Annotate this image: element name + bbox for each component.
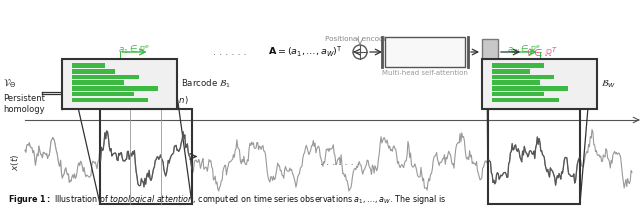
Bar	[385, 37, 465, 67]
Bar	[72, 86, 157, 91]
Text: Transformer
Encoder: Transformer Encoder	[400, 42, 451, 62]
Text: $a_W \in \mathbb{R}^e$: $a_W \in \mathbb{R}^e$	[508, 43, 541, 56]
Text: Positional encoding: Positional encoding	[325, 36, 395, 42]
Bar	[72, 80, 124, 85]
Text: $\mathcal{V}_\Theta$: $\mathcal{V}_\Theta$	[3, 77, 16, 90]
Bar	[72, 69, 115, 74]
Bar	[488, 109, 580, 204]
Text: $\mathbf{A} = (a_1, \ldots, a_W)^\mathrm{T}$: $\mathbf{A} = (a_1, \ldots, a_W)^\mathrm…	[268, 45, 343, 59]
Bar	[72, 75, 138, 79]
Text: $x(t)$: $x(t)$	[9, 153, 21, 171]
Text: $a_1 \in \mathbb{R}^e$: $a_1 \in \mathbb{R}^e$	[118, 43, 150, 56]
Bar	[100, 109, 192, 204]
Bar	[492, 80, 540, 85]
Text: $v \in \mathbb{R}^T$: $v \in \mathbb{R}^T$	[526, 45, 558, 59]
Text: Barcode $\mathcal{B}_1$: Barcode $\mathcal{B}_1$	[181, 78, 231, 90]
Bar	[492, 98, 559, 102]
Bar	[482, 59, 597, 109]
Bar	[492, 63, 544, 68]
Bar	[72, 63, 105, 68]
Bar	[482, 39, 498, 65]
Text: $\mathcal{B}_W$: $\mathcal{B}_W$	[601, 78, 616, 90]
Text: . . . . . .: . . . . . .	[213, 47, 247, 57]
Bar	[62, 59, 177, 109]
Bar	[72, 92, 134, 96]
Text: $\mathbf{Figure\ 1:}$ Illustration of $\mathit{topological\ attention}$, compute: $\mathbf{Figure\ 1:}$ Illustration of $\…	[8, 193, 446, 206]
Text: Window$_W$ (length $n$): Window$_W$ (length $n$)	[491, 94, 577, 107]
Bar	[492, 92, 544, 96]
Bar	[492, 69, 530, 74]
Bar	[72, 98, 148, 102]
Bar	[492, 86, 568, 91]
Text: Persistent
homology: Persistent homology	[3, 94, 45, 114]
Text: MLP: MLP	[487, 45, 493, 59]
Text: Multi-head self-attention: Multi-head self-attention	[382, 70, 468, 76]
Text: . . . . . . .: . . . . . . .	[320, 157, 360, 167]
Text: Window$_1$ (length $n$): Window$_1$ (length $n$)	[104, 94, 188, 107]
Bar	[492, 75, 554, 79]
